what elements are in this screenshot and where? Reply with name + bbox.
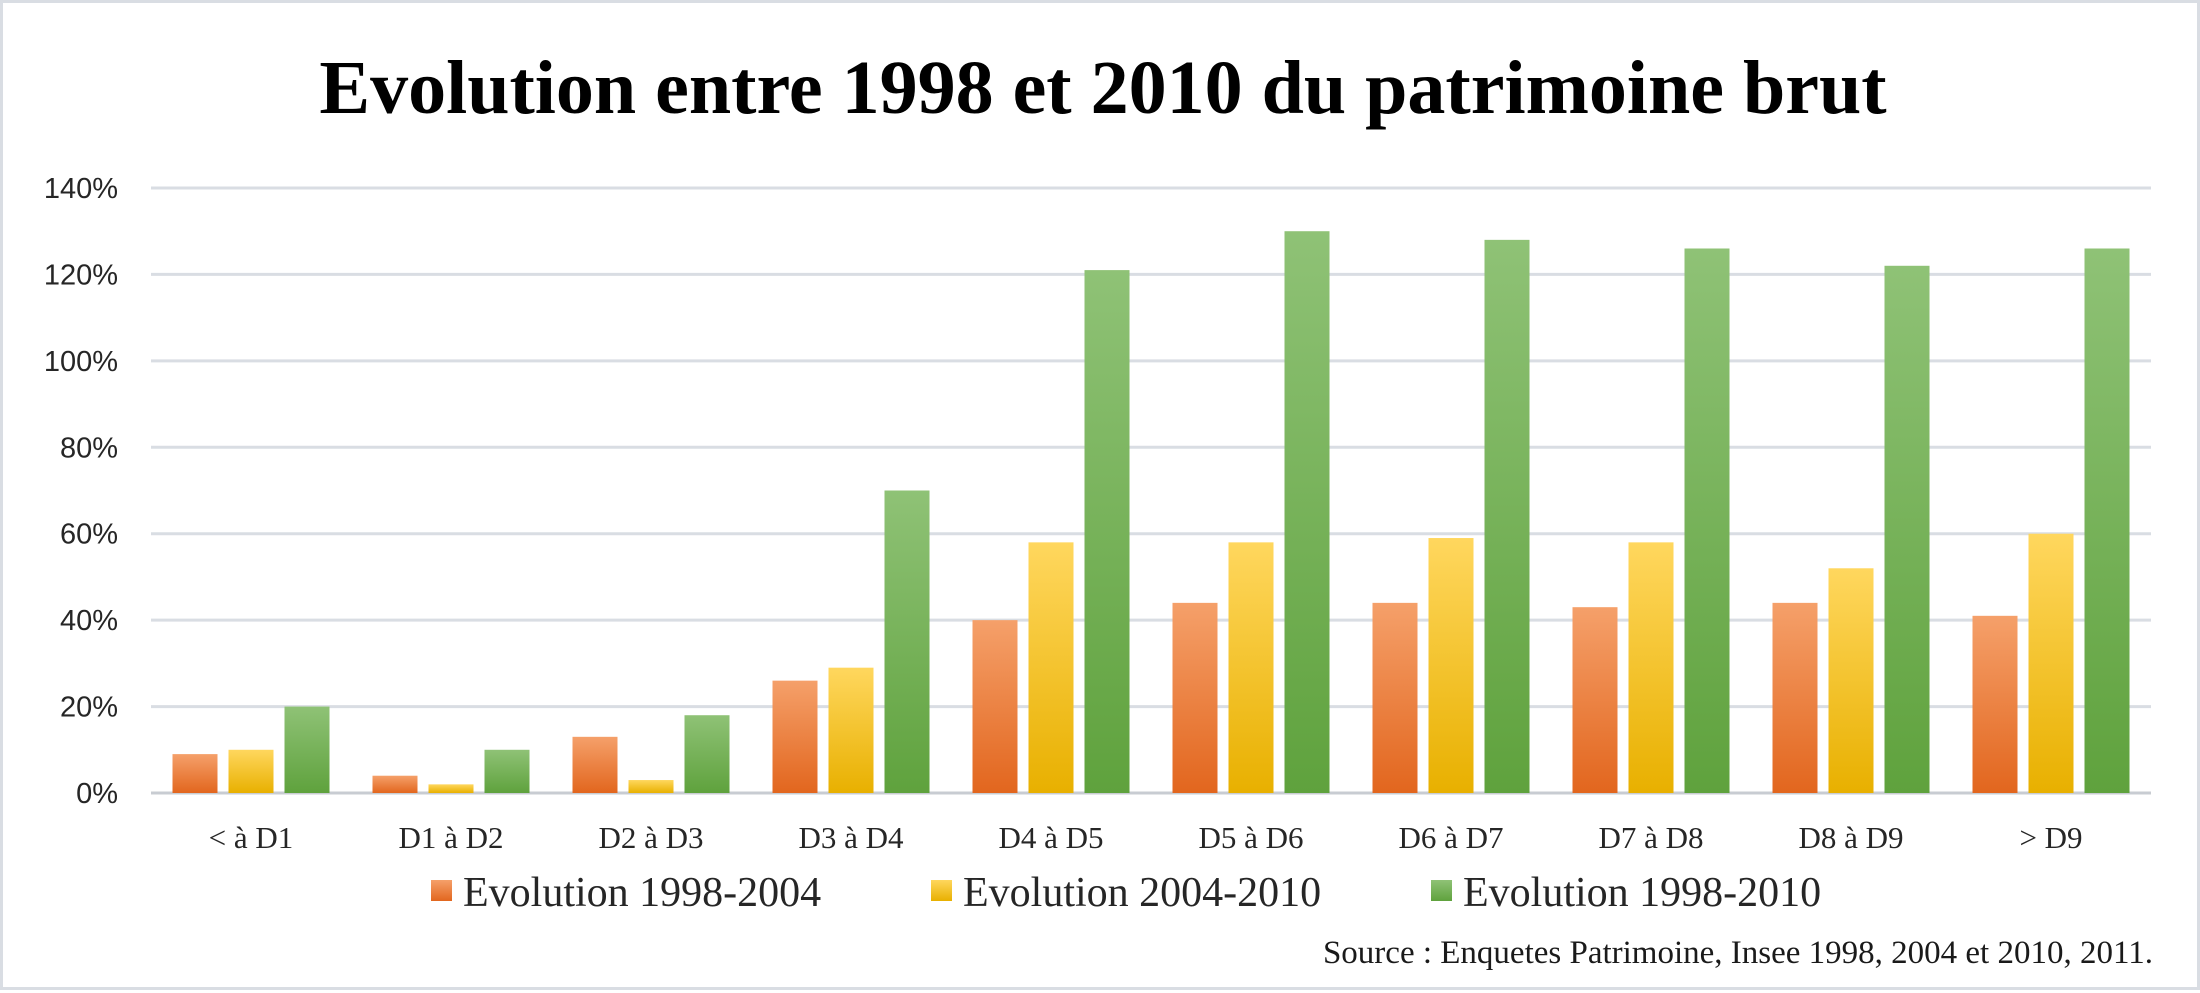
bar-2-3 [628, 780, 674, 793]
x-tick-label: D3 à D4 [798, 820, 904, 855]
bar-3-3 [684, 715, 730, 793]
x-axis-ticks: < à D1 D1 à D2 D2 à D3 D3 à D4 D4 à D5 D5 à D… [209, 820, 2083, 855]
bar-1-5 [972, 620, 1018, 793]
bar-2-1 [228, 749, 274, 793]
bar-chart: Evolution entre 1998 et 2010 du patrimoi… [44, 46, 2153, 971]
bar-3-5 [1084, 270, 1130, 793]
legend-swatch-2 [931, 880, 952, 901]
y-tick-label: 140% [44, 173, 118, 205]
bar-2-7 [1428, 538, 1474, 793]
legend-swatch-3 [1431, 880, 1452, 901]
y-tick-label: 120% [44, 259, 118, 291]
bar-2-2 [428, 784, 474, 793]
y-axis-ticks: 0% 20% 40% 60% 80% 100% 120% 140% [44, 173, 118, 810]
legend-label-2: Evolution 2004-2010 [963, 870, 1321, 916]
bar-3-4 [884, 490, 930, 793]
bar-1-9 [1772, 602, 1818, 793]
source-note: Source : Enquetes Patrimoine, Insee 1998… [1323, 935, 2153, 971]
legend-label-1: Evolution 1998-2004 [463, 870, 821, 916]
bar-2-10 [2028, 533, 2074, 793]
x-tick-label: D5 à D6 [1198, 820, 1303, 855]
x-tick-label: < à D1 [209, 820, 294, 855]
bar-3-8 [1684, 248, 1730, 793]
x-tick-label: > D9 [2019, 820, 2082, 855]
bar-3-7 [1484, 239, 1530, 793]
y-tick-label: 60% [60, 519, 118, 551]
y-tick-label: 40% [60, 605, 118, 637]
gridlines [151, 186, 2151, 795]
y-tick-label: 0% [76, 778, 118, 810]
bar-1-1 [172, 754, 218, 793]
bar-2-9 [1828, 568, 1874, 793]
x-tick-label: D8 à D9 [1798, 820, 1903, 855]
bar-1-3 [572, 736, 618, 793]
bar-2-8 [1628, 542, 1674, 793]
bar-3-10 [2084, 248, 2130, 793]
chart-title: Evolution entre 1998 et 2010 du patrimoi… [319, 46, 1886, 130]
x-tick-label: D2 à D3 [598, 820, 703, 855]
x-tick-label: D7 à D8 [1598, 820, 1703, 855]
bar-1-8 [1572, 607, 1618, 793]
bar-1-10 [1972, 615, 2018, 793]
legend-swatch-1 [431, 880, 452, 901]
bar-2-5 [1028, 542, 1074, 793]
x-tick-label: D4 à D5 [998, 820, 1103, 855]
bar-1-7 [1372, 602, 1418, 793]
y-tick-label: 20% [60, 692, 118, 724]
y-tick-label: 100% [44, 346, 118, 378]
bar-1-4 [772, 680, 818, 793]
bar-2-6 [1228, 542, 1274, 793]
x-tick-label: D1 à D2 [398, 820, 503, 855]
bar-1-2 [372, 775, 418, 793]
bar-3-6 [1284, 231, 1330, 793]
legend: Evolution 1998-2004 Evolution 2004-2010 Ev… [431, 870, 1821, 916]
bars [172, 231, 2130, 793]
bar-3-2 [484, 749, 530, 793]
y-tick-label: 80% [60, 432, 118, 464]
legend-label-3: Evolution 1998-2010 [1463, 870, 1821, 916]
x-tick-label: D6 à D7 [1398, 820, 1503, 855]
bar-1-6 [1172, 602, 1218, 793]
bar-2-4 [828, 667, 874, 793]
bar-3-9 [1884, 265, 1930, 793]
bar-3-1 [284, 706, 330, 793]
